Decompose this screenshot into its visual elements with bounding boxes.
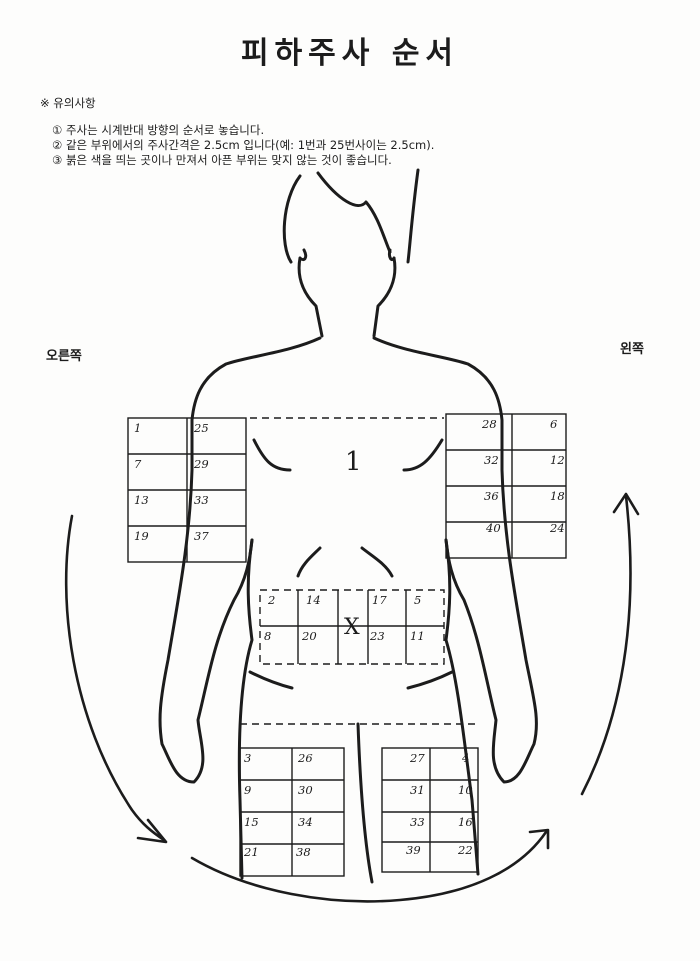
- site-number: 23: [369, 629, 385, 643]
- site-number: 19: [134, 529, 149, 543]
- right-thigh-grid: 3 26 9 30 15 34 21 38: [239, 747, 345, 877]
- site-number: 10: [458, 783, 473, 797]
- abdomen-grid-frame: [259, 589, 445, 665]
- site-number: 5: [414, 593, 421, 607]
- site-number: 17: [372, 593, 387, 607]
- site-number: 13: [134, 493, 149, 507]
- precaution-item-1: ① 주사는 시계반대 방향의 순서로 놓습니다.: [52, 123, 265, 137]
- site-number: 24: [549, 521, 565, 535]
- site-number: 3: [244, 751, 251, 765]
- direction-arrows: [64, 492, 640, 903]
- precaution-item-3: ③ 붉은 색을 띄는 곳이나 만져서 아픈 부위는 맞지 않는 것이 좋습니다.: [52, 153, 392, 167]
- precaution-item-2: ② 같은 부위에서의 주사간격은 2.5cm 입니다(예: 1번과 25번사이는…: [52, 138, 435, 152]
- site-number: 39: [406, 843, 421, 857]
- site-number: 8: [264, 629, 271, 643]
- site-number: 1: [134, 421, 141, 435]
- site-number: 38: [296, 845, 311, 859]
- abdomen-grid: 2 14 17 5 8 20 23 11 X: [259, 589, 445, 665]
- site-number: 27: [409, 751, 425, 765]
- site-number: 40: [485, 521, 501, 535]
- right-arm-grid: 1 25 7 29 13 33 19 37: [127, 417, 247, 563]
- right-side-arrow: [64, 514, 166, 842]
- site-number: 9: [244, 783, 251, 797]
- precautions-heading: ※ 유의사항: [40, 96, 96, 110]
- site-number: 18: [550, 489, 565, 503]
- right-side-arrow-head: [136, 818, 168, 844]
- site-number: 31: [410, 783, 425, 797]
- hair-outline: [282, 168, 420, 264]
- site-number: 7: [134, 457, 142, 471]
- site-number: 12: [550, 453, 565, 467]
- torso-and-arms-outline: [158, 336, 538, 784]
- chest-lines: [248, 438, 454, 690]
- left-side-arrow-head: [612, 492, 640, 516]
- site-number: 33: [410, 815, 425, 829]
- site-number: 29: [193, 457, 209, 471]
- bottom-arrow: [190, 830, 548, 903]
- site-number: 26: [297, 751, 313, 765]
- site-number: 34: [298, 815, 313, 829]
- precautions-section: ※ 유의사항 ① 주사는 시계반대 방향의 순서로 놓습니다. ② 같은 부위에…: [40, 96, 434, 168]
- site-number: 28: [481, 417, 497, 431]
- site-number: 33: [194, 493, 209, 507]
- site-number: 37: [194, 529, 209, 543]
- bottom-arrow-head: [528, 828, 550, 850]
- site-number: 30: [298, 783, 313, 797]
- site-number: 32: [484, 453, 499, 467]
- left-thigh-grid: 27 4 31 10 33 16 39 22: [381, 747, 479, 873]
- site-number: 4: [461, 751, 469, 765]
- site-number: 14: [306, 593, 321, 607]
- lower-body-outline: [237, 538, 480, 884]
- site-number: 2: [267, 593, 275, 607]
- navel-mark: X: [344, 615, 360, 640]
- site-number: 6: [550, 417, 557, 431]
- left-arm-grid: 28 6 32 12 36 18 40 24: [445, 413, 567, 559]
- left-side-label: 왼쪽: [620, 342, 644, 357]
- site-number: 22: [457, 843, 473, 857]
- site-number: 25: [193, 421, 209, 435]
- left-side-arrow: [580, 494, 632, 796]
- right-side-label: 오른쪽: [46, 349, 82, 364]
- page-title: 피하주사 순서: [240, 36, 460, 71]
- site-number: 15: [244, 815, 259, 829]
- site-number: 16: [458, 815, 473, 829]
- site-number: 21: [243, 845, 259, 859]
- face-outline: [297, 248, 397, 338]
- site-number: 11: [410, 629, 425, 643]
- site-number: 36: [484, 489, 499, 503]
- chest-mark: 1: [345, 447, 362, 477]
- site-number: 20: [301, 629, 317, 643]
